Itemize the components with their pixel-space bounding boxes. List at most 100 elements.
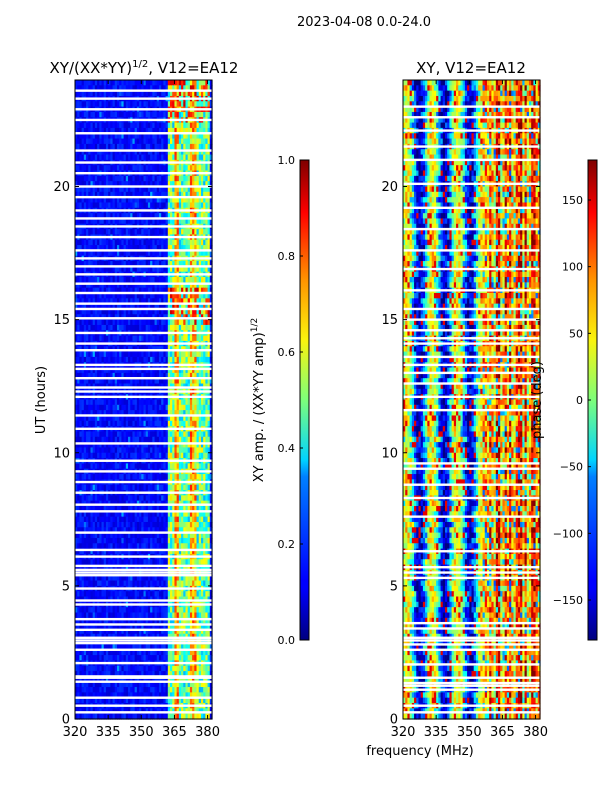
heatmap1-cell	[141, 154, 145, 161]
heatmap1-cell	[75, 143, 78, 150]
heatmap1-cell	[200, 175, 204, 182]
heatmap1-cell	[156, 101, 160, 108]
heatmap1-cell	[198, 133, 202, 140]
heatmap1-cell	[189, 186, 193, 193]
heatmap1-cell	[147, 122, 151, 129]
heatmap1-cell	[170, 154, 173, 161]
heatmap1-cell	[112, 138, 116, 145]
heatmap1-cell	[143, 197, 147, 204]
heatmap1-cell	[77, 90, 81, 97]
heatmap1-cell	[134, 138, 138, 145]
heatmap1-cell	[99, 165, 103, 172]
heatmap1-cell	[88, 85, 92, 92]
heatmap1-cell	[101, 191, 105, 198]
heatmap1-cell	[189, 111, 193, 118]
heatmap1-cell	[128, 181, 131, 188]
heatmap1-cell	[192, 143, 195, 150]
heatmap1-cell	[174, 181, 178, 188]
heatmap1-cell	[97, 85, 100, 92]
heatmap1-cell	[121, 138, 125, 145]
heatmap1-cell	[88, 90, 92, 97]
heatmap1-cell	[112, 127, 116, 134]
heatmap1-cell	[152, 101, 156, 108]
heatmap1-cell	[81, 80, 85, 86]
heatmap1-cell	[94, 191, 98, 198]
heatmap1-cell	[192, 175, 195, 182]
heatmap1-cell	[105, 186, 109, 193]
heatmap1-cell	[145, 149, 149, 156]
heatmap1-cell	[134, 111, 138, 118]
heatmap1-cell	[88, 197, 92, 204]
heatmap1-cell	[86, 191, 89, 198]
heatmap1-cell	[103, 191, 107, 198]
heatmap1-cell	[143, 149, 147, 156]
heatmap1-cell	[97, 80, 100, 86]
heatmap1-cell	[181, 127, 184, 134]
heatmap1-cell	[139, 165, 142, 172]
heatmap1-cell	[209, 154, 213, 161]
heatmap1-cell	[209, 122, 213, 129]
heatmap1-cell	[174, 197, 178, 204]
heatmap1-cell	[187, 111, 191, 118]
heatmap1-cell	[92, 149, 96, 156]
heatmap1-cell	[81, 85, 85, 92]
heatmap1-cell	[90, 85, 94, 92]
heatmap1-cell	[167, 111, 171, 118]
heatmap1-cell	[167, 122, 171, 129]
heatmap1-cell	[189, 154, 193, 161]
heatmap1-cell	[198, 127, 202, 134]
heatmap1-cell	[189, 90, 193, 97]
heatmap1-cell	[130, 154, 134, 161]
heatmap1-cell	[163, 186, 167, 193]
heatmap1-cell	[110, 186, 114, 193]
heatmap1-cell	[132, 191, 136, 198]
heatmap1-cell	[97, 101, 100, 108]
heatmap1-cell	[90, 197, 94, 204]
heatmap1-cell	[121, 197, 125, 204]
heatmap1-cell	[158, 165, 162, 172]
heatmap1-cell	[207, 175, 211, 182]
heatmap1-cell	[90, 101, 94, 108]
heatmap1-cell	[196, 85, 200, 92]
heatmap1-cell	[174, 165, 178, 172]
heatmap1-cell	[170, 85, 173, 92]
heatmap1-cell	[181, 165, 184, 172]
heatmap1-cell	[147, 133, 151, 140]
heatmap1-cell	[176, 197, 180, 204]
heatmap1-cell	[136, 80, 140, 86]
heatmap1-cell	[189, 101, 193, 108]
heatmap1-cell	[203, 181, 206, 188]
heatmap1-cell	[150, 154, 153, 161]
heatmap1-cell	[194, 133, 198, 140]
heatmap1-cell	[200, 127, 204, 134]
heatmap1-cell	[163, 90, 167, 97]
heatmap1-cell	[170, 138, 173, 145]
heatmap1-cell	[105, 197, 109, 204]
heatmap1-cell	[125, 85, 129, 92]
heatmap1-cell	[114, 90, 118, 97]
heatmap1-cell	[200, 111, 204, 118]
heatmap1-cell	[108, 85, 111, 92]
heatmap1-cell	[116, 127, 120, 134]
heatmap1-cell	[105, 138, 109, 145]
heatmap1-cell	[114, 165, 118, 172]
heatmap1-cell	[170, 122, 173, 129]
heatmap1-cell	[185, 175, 189, 182]
heatmap1-cell	[83, 181, 87, 188]
heatmap1-cell	[183, 175, 187, 182]
heatmap1-cell	[207, 186, 211, 193]
heatmap1-cell	[83, 149, 87, 156]
heatmap1-cell	[178, 154, 182, 161]
heatmap1-cell	[194, 90, 198, 97]
heatmap1-cell	[154, 122, 158, 129]
heatmap1-cell	[161, 138, 164, 145]
heatmap1-cell	[139, 197, 142, 204]
heatmap1-cell	[121, 122, 125, 129]
heatmap1-cell	[141, 186, 145, 193]
heatmap1-cell	[178, 80, 182, 86]
heatmap1-cell	[97, 191, 100, 198]
heatmap1-cell	[101, 122, 105, 129]
heatmap1-cell	[167, 127, 171, 134]
heatmap1-cell	[154, 111, 158, 118]
